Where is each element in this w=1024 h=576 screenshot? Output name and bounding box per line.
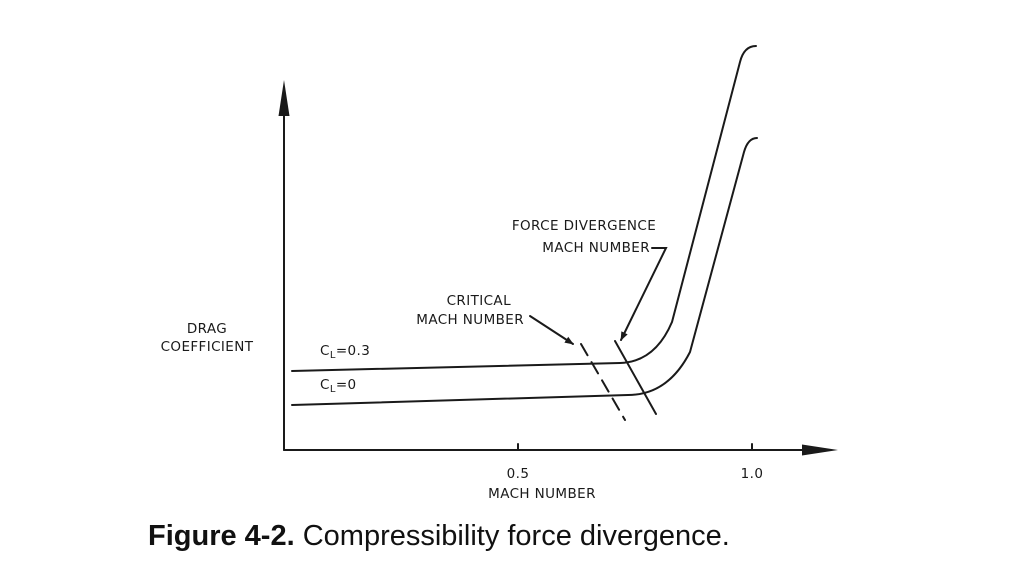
curve-label-cl-0.3-value: =0.3 bbox=[336, 343, 370, 359]
x-tick-label-05: 0.5 bbox=[507, 466, 530, 482]
critical-mach-leader bbox=[529, 315, 574, 345]
critical-mach-label-line1: CRITICAL bbox=[447, 293, 511, 309]
figure-number: Figure 4-2. bbox=[148, 520, 295, 552]
curve-label-cl-0: CL=0 bbox=[320, 377, 357, 395]
critical-mach-label-line2: MACH NUMBER bbox=[416, 312, 524, 328]
x-axis-arrowhead bbox=[802, 444, 838, 456]
y-axis-label-line1: DRAG bbox=[187, 321, 227, 337]
curve-label-cl-0.3-symbol: C bbox=[320, 343, 330, 359]
curve-label-cl-0.3: CL=0.3 bbox=[320, 343, 370, 361]
curve-cl-0.3 bbox=[291, 45, 757, 372]
force-divergence-line bbox=[614, 340, 657, 415]
figure-caption-text: Compressibility force divergence. bbox=[302, 520, 730, 552]
curve-label-cl-0-subscript: L bbox=[330, 384, 336, 395]
curve-label-cl-0-symbol: C bbox=[320, 377, 330, 393]
force-divergence-label-line2: MACH NUMBER bbox=[542, 240, 650, 256]
curve-label-cl-0.3-subscript: L bbox=[330, 350, 336, 361]
x-axis-label: MACH NUMBER bbox=[488, 486, 596, 502]
y-axis-arrowhead bbox=[278, 80, 290, 116]
figure-caption: Figure 4-2. Compressibility force diverg… bbox=[148, 520, 730, 553]
curve-label-cl-0-value: =0 bbox=[336, 377, 357, 393]
critical-mach-line bbox=[580, 343, 626, 421]
force-divergence-leader bbox=[620, 247, 668, 341]
force-divergence-label-line1: FORCE DIVERGENCE bbox=[512, 218, 656, 234]
y-axis-label-line2: COEFFICIENT bbox=[161, 339, 254, 355]
x-tick-label-10: 1.0 bbox=[741, 466, 764, 482]
